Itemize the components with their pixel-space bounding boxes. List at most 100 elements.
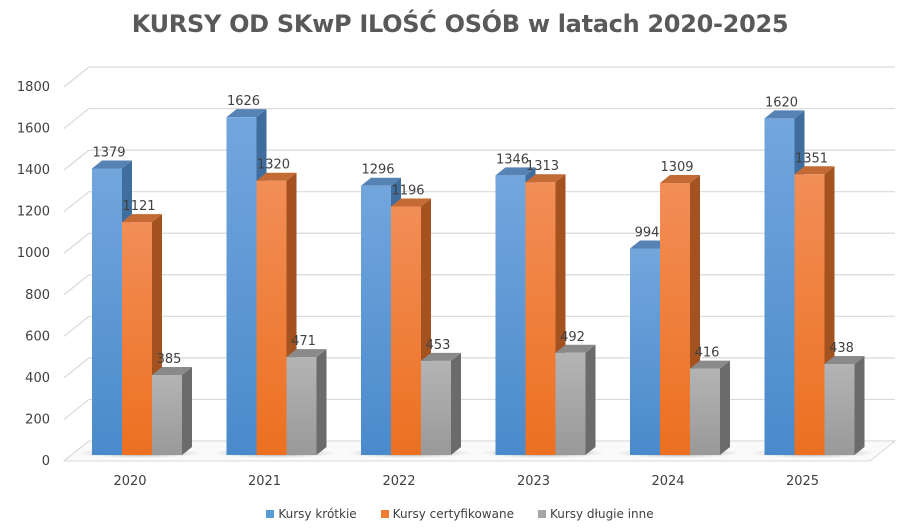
- bar: [555, 352, 586, 455]
- legend-item: Kursy długie inne: [537, 507, 654, 521]
- y-tick-label: 600: [25, 329, 50, 344]
- bar-side: [451, 352, 461, 455]
- data-label: 1196: [391, 183, 424, 198]
- legend-label: Kursy krótkie: [278, 507, 357, 521]
- data-label: 1313: [526, 159, 559, 174]
- y-tick-label: 1800: [17, 80, 50, 95]
- bar: [256, 180, 287, 455]
- data-label: 471: [291, 334, 316, 349]
- bar: [764, 118, 795, 456]
- bar: [391, 206, 421, 455]
- y-axis: 0 200 400 600 800 1000 1200 1400 1600 1800: [17, 80, 50, 469]
- bar-top: [256, 172, 297, 181]
- x-tick-label: 2025: [786, 474, 819, 489]
- bar-top: [824, 355, 865, 364]
- bar-top: [660, 175, 700, 184]
- data-label: 385: [157, 352, 182, 367]
- bar: [152, 375, 182, 455]
- data-label: 1320: [257, 158, 290, 173]
- bar: [660, 183, 690, 455]
- data-label: 1346: [496, 152, 529, 167]
- data-label: 453: [426, 338, 451, 353]
- gridline-side: [63, 191, 90, 213]
- bar-top: [361, 177, 401, 186]
- data-label: 994: [635, 225, 660, 240]
- gridline-side: [63, 149, 90, 171]
- data-labels: 1379 1121 385 1626 1320 471 1296 1196 453 1346131…: [92, 94, 853, 367]
- data-label: 1626: [227, 94, 260, 109]
- data-label: 492: [560, 330, 585, 345]
- bar-side: [720, 360, 730, 455]
- bar-top: [92, 160, 132, 169]
- data-label: 1121: [122, 199, 155, 214]
- legend-label: Kursy długie inne: [549, 507, 654, 521]
- bar: [525, 182, 556, 455]
- data-label: 1296: [361, 163, 394, 178]
- y-tick-label: 0: [42, 454, 50, 469]
- bar: [361, 185, 391, 455]
- x-tick-label: 2021: [248, 474, 281, 489]
- bar: [824, 363, 855, 455]
- gridline-side: [63, 66, 90, 88]
- legend: Kursy krótkie Kursy certyfikowane Kursy dł…: [0, 507, 920, 521]
- bar: [421, 360, 451, 455]
- x-tick-label: 2023: [517, 474, 550, 489]
- data-label: 1379: [92, 145, 125, 160]
- bar-top: [690, 360, 730, 369]
- gridline-side: [63, 398, 90, 420]
- y-tick-label: 800: [25, 288, 50, 303]
- bar: [690, 368, 720, 455]
- x-tick-label: 2024: [651, 474, 684, 489]
- bars: [92, 109, 865, 456]
- y-tick-label: 1200: [17, 205, 50, 220]
- x-tick-label: 2022: [382, 474, 415, 489]
- bar-top: [794, 166, 835, 175]
- data-label: 1309: [660, 160, 693, 175]
- bar-side: [854, 355, 865, 455]
- y-tick-label: 1000: [17, 246, 50, 261]
- data-label: 1351: [795, 151, 828, 166]
- bar: [92, 168, 122, 456]
- bar: [495, 175, 526, 455]
- bar-top: [525, 174, 566, 183]
- y-tick-label: 400: [25, 371, 50, 386]
- legend-swatch: [266, 510, 275, 518]
- bar: [286, 357, 317, 455]
- gridline-side: [63, 357, 90, 379]
- x-tick-label: 2020: [113, 474, 146, 489]
- legend-item: Kursy krótkie: [266, 507, 357, 521]
- bar-top: [286, 349, 327, 358]
- bar-top: [152, 367, 192, 376]
- bar-top: [495, 167, 536, 176]
- bar: [794, 174, 825, 455]
- bar-side: [316, 349, 327, 455]
- legend-item: Kursy certyfikowane: [380, 507, 514, 521]
- bar-top: [764, 110, 805, 119]
- y-tick-label: 200: [25, 412, 50, 427]
- bar-side: [182, 367, 192, 455]
- bar-top: [226, 109, 267, 118]
- x-axis: 2020 2021 2022 2023 2024 2025: [113, 474, 819, 489]
- chart-title: KURSY OD SKwP ILOŚĆ OSÓB w latach 2020-2…: [131, 10, 789, 38]
- bar-top: [391, 198, 431, 207]
- data-label: 416: [695, 346, 720, 361]
- gridline-side: [63, 315, 90, 337]
- gridline-side: [63, 274, 90, 296]
- bar-top: [421, 352, 461, 361]
- bar-top: [122, 214, 162, 223]
- bar-top: [555, 344, 596, 353]
- bar: [226, 117, 257, 456]
- bar: [630, 248, 660, 455]
- gridline-side: [63, 232, 90, 254]
- y-tick-label: 1600: [17, 122, 50, 137]
- y-tick-label: 1400: [17, 163, 50, 178]
- data-label: 1620: [765, 95, 798, 110]
- bar: [122, 222, 152, 455]
- legend-swatch: [537, 510, 546, 518]
- bar-side: [585, 344, 596, 455]
- legend-label: Kursy certyfikowane: [392, 507, 514, 521]
- data-label: 438: [829, 341, 854, 356]
- legend-swatch: [380, 510, 389, 518]
- gridline-side: [63, 108, 90, 130]
